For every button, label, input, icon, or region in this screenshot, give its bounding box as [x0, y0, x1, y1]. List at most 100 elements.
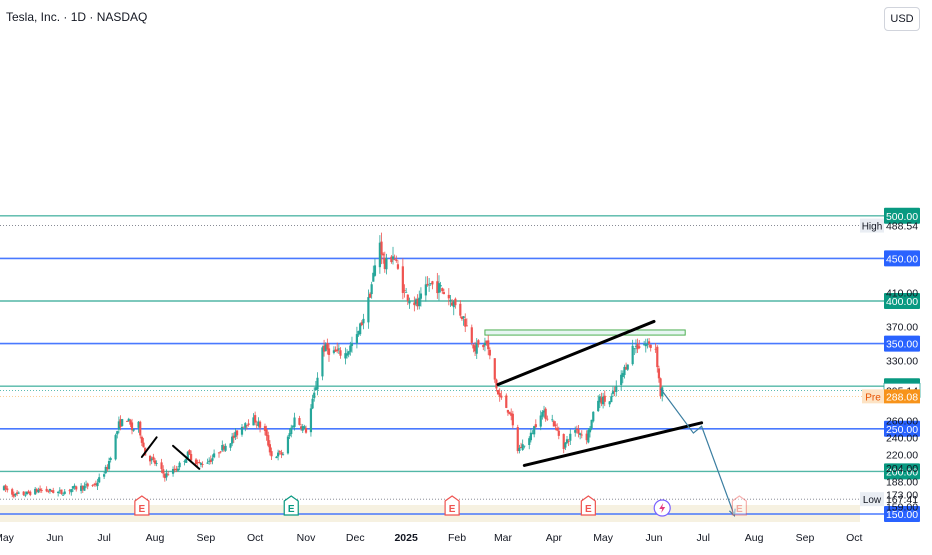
candle-body — [587, 430, 590, 443]
candle-body — [350, 343, 354, 346]
candle — [327, 343, 331, 362]
candle — [301, 423, 304, 434]
candle-body — [390, 256, 393, 263]
candle — [636, 338, 639, 353]
candle — [462, 316, 465, 326]
candle-body — [383, 258, 386, 269]
candle — [656, 345, 659, 373]
projection-path[interactable] — [660, 388, 735, 516]
candle-body — [459, 303, 462, 316]
candle — [516, 424, 519, 454]
candle-body — [263, 426, 267, 431]
candle-body — [38, 488, 42, 491]
candle-body — [165, 473, 168, 478]
candle — [61, 492, 65, 497]
candle-body — [17, 492, 20, 494]
candle-body — [544, 408, 547, 419]
earnings-marker-5[interactable]: E — [731, 495, 747, 516]
candle — [436, 272, 439, 299]
candle-body — [367, 297, 370, 323]
currency-button[interactable]: USD — [884, 7, 920, 31]
earnings-marker-shape — [580, 495, 596, 516]
candle-body — [35, 489, 38, 492]
candle-body — [368, 293, 372, 298]
candle — [167, 471, 170, 476]
candle — [208, 457, 211, 465]
earnings-marker-1[interactable]: E — [134, 495, 150, 516]
candle-body — [4, 485, 7, 490]
candle — [657, 365, 661, 383]
candle — [396, 260, 400, 270]
candle-body — [234, 431, 237, 437]
candle-body — [327, 348, 331, 355]
candle — [339, 347, 342, 359]
earnings-marker-shape — [134, 495, 150, 516]
candle — [117, 416, 120, 434]
candle — [579, 432, 582, 440]
candle-body — [176, 468, 180, 471]
candle — [299, 423, 303, 431]
candle-body — [396, 264, 400, 269]
earnings-marker-3[interactable]: E — [444, 495, 460, 516]
candle — [452, 299, 455, 316]
candle-body — [488, 349, 491, 356]
candle — [541, 410, 544, 420]
candle-body — [360, 322, 363, 326]
candle — [63, 489, 66, 495]
candle — [199, 462, 203, 468]
candle-body — [487, 340, 490, 350]
earnings-marker-2[interactable]: E — [283, 495, 299, 516]
candle-body — [552, 421, 555, 427]
candle — [465, 318, 468, 327]
x-tick-label: Mar — [494, 532, 513, 544]
candle — [235, 430, 239, 440]
candle — [565, 436, 569, 445]
x-tick-label: Sep — [197, 532, 216, 544]
candle-body — [442, 292, 445, 295]
candle — [659, 377, 662, 399]
trendline-3[interactable] — [140, 436, 158, 458]
earnings-marker-4[interactable]: E — [580, 495, 596, 516]
candle-body — [391, 256, 395, 260]
candle-body — [313, 392, 316, 399]
candle — [585, 430, 588, 445]
trendline-4[interactable] — [172, 444, 201, 470]
trendline-1[interactable] — [496, 319, 656, 386]
candle — [475, 338, 478, 359]
candle-body — [57, 491, 60, 494]
candle — [48, 488, 52, 494]
candle — [268, 440, 272, 456]
level-label-200: 200.00 — [886, 466, 918, 478]
candle-body — [585, 433, 588, 441]
candle-body — [597, 400, 600, 412]
candle — [326, 338, 329, 355]
candle-body — [34, 488, 37, 495]
candle-body — [406, 294, 409, 301]
candle-body — [224, 445, 227, 451]
candle-body — [63, 491, 66, 494]
candle — [290, 424, 293, 438]
trendline-2[interactable] — [522, 421, 704, 467]
candle-body — [231, 436, 234, 444]
candle-body — [6, 488, 9, 491]
candle-body — [52, 490, 55, 493]
candle — [372, 265, 375, 282]
candle — [155, 460, 158, 467]
candle-body — [437, 283, 441, 293]
candle — [493, 358, 496, 383]
candle — [393, 254, 396, 261]
candle-body — [114, 435, 117, 460]
candle-body — [245, 424, 249, 426]
candle — [380, 232, 383, 265]
lightning-icon[interactable] — [653, 499, 671, 517]
candle — [382, 252, 385, 264]
candle-body — [460, 316, 464, 320]
earnings-marker-label: E — [449, 504, 456, 515]
x-tick-label: Oct — [846, 532, 862, 544]
candle-body — [127, 418, 130, 422]
candle — [418, 290, 421, 310]
candle — [275, 455, 278, 459]
candle — [528, 436, 531, 450]
